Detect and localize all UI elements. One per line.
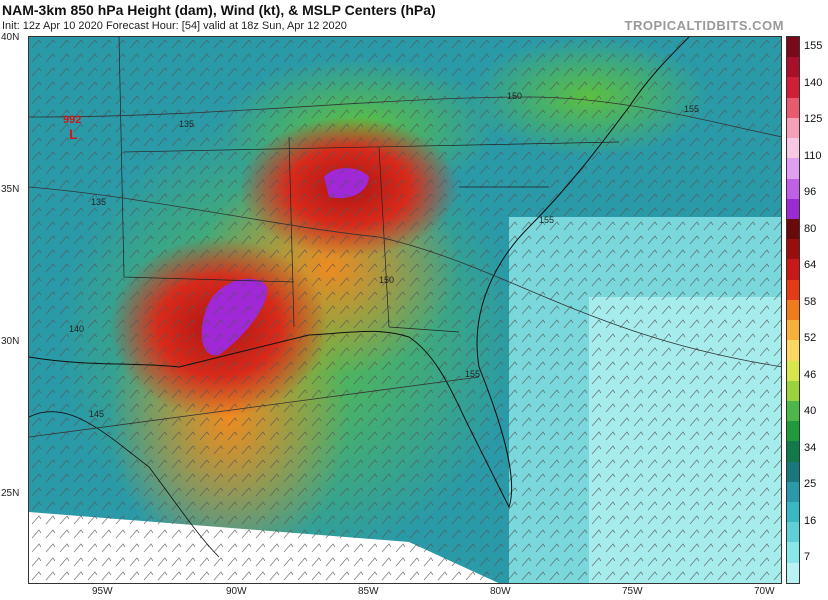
- lat-label: 35N: [1, 184, 20, 195]
- color-scale-swatch: [787, 299, 799, 321]
- color-scale-swatch: [787, 502, 799, 523]
- color-scale-label: 80: [804, 222, 817, 235]
- color-scale-label: 110: [804, 149, 822, 162]
- color-scale-swatch: [787, 461, 799, 482]
- color-scale-swatch: [787, 158, 799, 179]
- color-scale-swatch: [787, 77, 799, 98]
- brand-watermark: TROPICALTIDBITS.COM: [624, 18, 784, 33]
- contour-label: 155: [684, 104, 699, 114]
- contour-label: 150: [507, 91, 522, 101]
- color-scale-swatch: [787, 360, 799, 381]
- color-scale-label: 34: [804, 441, 817, 454]
- lon-label: 75W: [622, 586, 643, 597]
- color-scale-label: 155: [804, 40, 823, 52]
- lon-label: 90W: [226, 586, 247, 597]
- color-scale-swatch: [787, 522, 799, 543]
- color-scale-label: 125: [804, 113, 823, 126]
- color-scale-label: 16: [804, 514, 817, 527]
- color-scale-swatch: [787, 380, 799, 401]
- color-scale-swatch: [787, 57, 799, 78]
- contour-label: 135: [91, 197, 106, 207]
- contour-label: 140: [69, 324, 84, 334]
- low-pressure-symbol: L: [69, 126, 78, 142]
- lat-label: 40N: [1, 32, 20, 43]
- color-scale-swatch: [787, 117, 799, 139]
- color-scale-swatch: [787, 320, 799, 341]
- color-scale-swatch: [787, 279, 799, 300]
- contour-label: 155: [465, 369, 480, 379]
- color-scale-swatch: [787, 259, 799, 280]
- contour-label: 145: [89, 409, 104, 419]
- color-scale-label: 58: [804, 295, 817, 308]
- weather-map: 135 135 140 145 150 150 155 155 155 992 …: [28, 36, 782, 584]
- low-pressure-value: 992: [63, 114, 81, 126]
- lon-label: 80W: [490, 586, 511, 597]
- color-scale-swatch: [787, 340, 799, 361]
- lat-label: 30N: [1, 336, 20, 347]
- color-scale-swatch: [787, 37, 799, 58]
- color-scale-label: 64: [804, 259, 817, 272]
- map-canvas: 135 135 140 145 150 150 155 155 155 992 …: [29, 37, 781, 583]
- color-scale-swatch: [787, 198, 799, 219]
- color-scale-swatch: [787, 562, 799, 583]
- coastline: [29, 37, 690, 509]
- contour-label: 150: [379, 275, 394, 285]
- color-scale-swatch: [787, 481, 799, 503]
- color-scale-label: 46: [804, 368, 817, 381]
- color-scale-swatch: [787, 97, 799, 118]
- map-title: NAM-3km 850 hPa Height (dam), Wind (kt),…: [2, 2, 436, 18]
- color-scale-label: 25: [804, 478, 817, 491]
- wind-barbs: [29, 37, 781, 583]
- color-scale-label: 140: [804, 76, 823, 89]
- color-scale-swatch: [787, 138, 799, 159]
- color-scale-label: 96: [804, 186, 817, 199]
- color-scale-label: 52: [804, 332, 817, 345]
- color-scale-swatch: [787, 441, 799, 462]
- contour-label: 135: [179, 119, 194, 129]
- map-subtitle: Init: 12z Apr 10 2020 Forecast Hour: [54…: [2, 20, 347, 32]
- color-scale-swatch: [787, 178, 799, 199]
- color-scale-label: 7: [804, 551, 811, 564]
- lon-label: 95W: [92, 586, 113, 597]
- color-scale-swatch: [787, 400, 799, 422]
- color-scale-swatch: [787, 218, 799, 240]
- lat-label: 25N: [1, 488, 20, 499]
- color-scale-swatch: [787, 239, 799, 260]
- color-scale-label: 40: [804, 405, 817, 418]
- lon-label: 85W: [358, 586, 379, 597]
- state-borders: [118, 37, 620, 333]
- color-scale-bar: [786, 36, 800, 584]
- lon-label: 70W: [754, 586, 775, 597]
- color-scale-swatch: [787, 542, 799, 563]
- color-scale-swatch: [787, 421, 799, 442]
- contour-label: 155: [539, 215, 554, 225]
